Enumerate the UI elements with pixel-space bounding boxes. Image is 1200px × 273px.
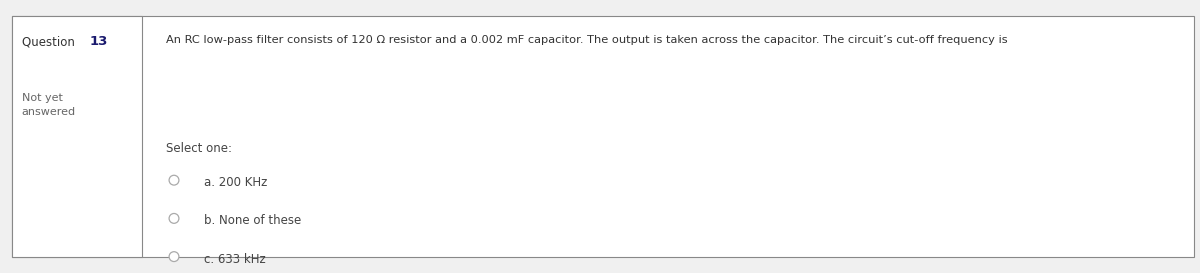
Ellipse shape [169, 252, 179, 262]
FancyBboxPatch shape [12, 16, 142, 257]
Text: An RC low-pass filter consists of 120 Ω resistor and a 0.002 mF capacitor. The o: An RC low-pass filter consists of 120 Ω … [166, 35, 1007, 46]
Text: a. 200 KHz: a. 200 KHz [204, 176, 268, 189]
Text: Select one:: Select one: [166, 142, 232, 155]
Text: b. None of these: b. None of these [204, 214, 301, 227]
Text: Not yet
answered: Not yet answered [22, 93, 76, 117]
Ellipse shape [169, 213, 179, 223]
FancyBboxPatch shape [12, 16, 1194, 257]
Ellipse shape [169, 175, 179, 185]
Text: Question: Question [22, 35, 78, 49]
Text: 13: 13 [90, 35, 108, 49]
Text: c. 633 kHz: c. 633 kHz [204, 253, 265, 266]
